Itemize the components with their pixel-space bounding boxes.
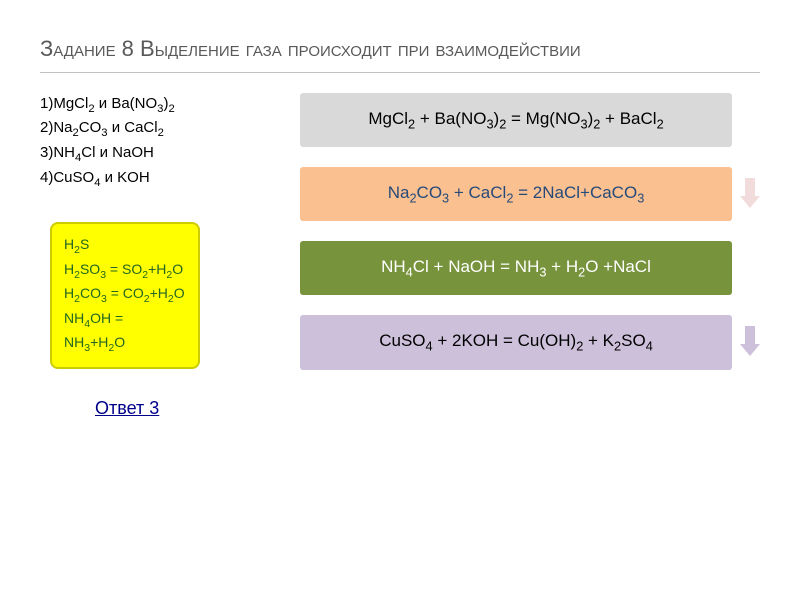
options-list: 1)MgCl2 и Ba(NO3)2 2)Na2CO3 и CaCl2 3)NH… (40, 93, 280, 193)
option-1: 1)MgCl2 и Ba(NO3)2 (40, 93, 280, 118)
hint-4: NH4OH = NH3+H2O (64, 308, 186, 357)
equation-row-1: MgCl2 + Ba(NO3)2 = Mg(NO3)2 + BaCl2 (300, 93, 760, 147)
equation-2: Na2CO3 + CaCl2 = 2NaCl+CaCO3 (300, 167, 732, 221)
hint-1: H2S (64, 234, 186, 259)
content-area: 1)MgCl2 и Ba(NO3)2 2)Na2CO3 и CaCl2 3)NH… (40, 93, 760, 370)
equation-row-4: CuSO4 + 2KOH = Cu(OH)2 + K2SO4 (300, 315, 760, 369)
title-underline (40, 72, 760, 73)
equation-3: NH4Cl + NaOH = NH3 + H2O +NaCl (300, 241, 732, 295)
answer-label: Ответ 3 (95, 398, 760, 419)
equation-4: CuSO4 + 2KOH = Cu(OH)2 + K2SO4 (300, 315, 732, 369)
precipitate-arrow-icon (740, 178, 760, 210)
hint-2: H2SO3 = SO2+H2O (64, 259, 186, 284)
equation-row-3: NH4Cl + NaOH = NH3 + H2O +NaCl (300, 241, 760, 295)
option-4: 4)CuSO4 и KOH (40, 167, 280, 192)
equation-1: MgCl2 + Ba(NO3)2 = Mg(NO3)2 + BaCl2 (300, 93, 732, 147)
option-3: 3)NH4Cl и NaOH (40, 142, 280, 167)
precipitate-arrow-icon (740, 326, 760, 358)
left-column: 1)MgCl2 и Ba(NO3)2 2)Na2CO3 и CaCl2 3)NH… (40, 93, 280, 370)
decomposition-hints: H2S H2SO3 = SO2+H2O H2CO3 = CO2+H2O NH4O… (50, 222, 200, 369)
hint-3: H2CO3 = CO2+H2O (64, 283, 186, 308)
option-2: 2)Na2CO3 и CaCl2 (40, 117, 280, 142)
equation-row-2: Na2CO3 + CaCl2 = 2NaCl+CaCO3 (300, 167, 760, 221)
task-title: Задание 8 Выделение газа происходит при … (40, 35, 760, 64)
equations-column: MgCl2 + Ba(NO3)2 = Mg(NO3)2 + BaCl2 Na2C… (300, 93, 760, 370)
